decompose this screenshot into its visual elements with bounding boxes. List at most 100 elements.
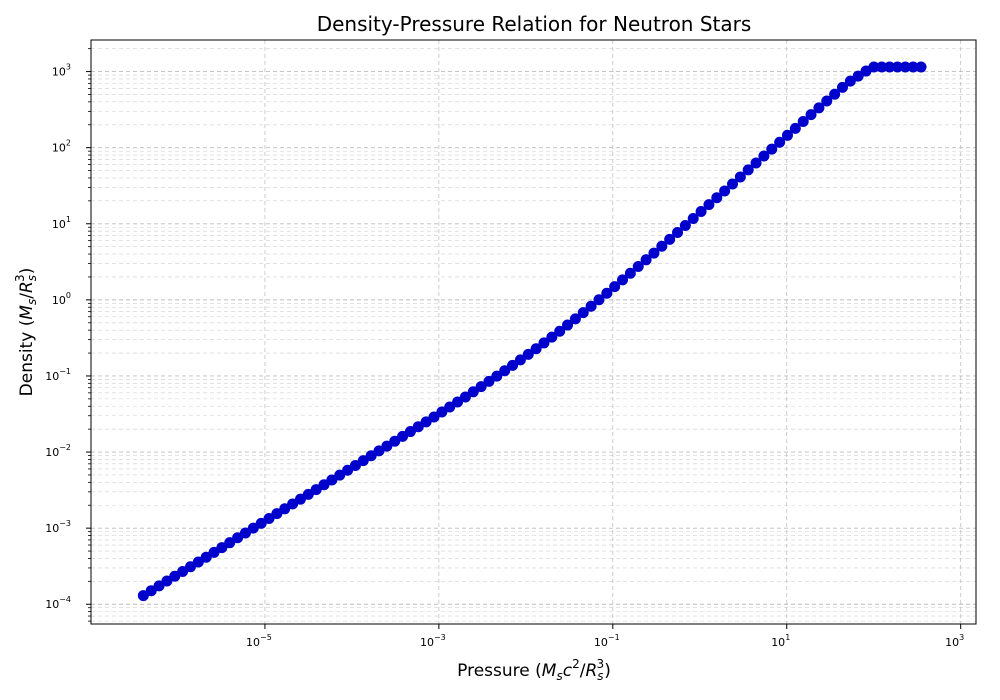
chart-title: Density-Pressure Relation for Neutron St…	[317, 12, 752, 36]
data-point	[412, 421, 424, 433]
data-point	[554, 325, 566, 337]
data-point	[365, 450, 377, 462]
data-point	[569, 313, 581, 325]
data-point	[224, 537, 236, 549]
data-point	[609, 281, 621, 293]
data-point	[797, 116, 809, 128]
data-point	[640, 254, 652, 266]
data-point	[389, 435, 401, 447]
data-point	[703, 199, 715, 211]
data-point	[444, 401, 456, 413]
y-tick-label: 10−2	[45, 443, 71, 459]
data-point	[349, 459, 361, 471]
x-tick-label: 10−3	[420, 633, 446, 649]
x-tick-label: 101	[771, 633, 790, 649]
data-point	[428, 411, 440, 423]
data-point	[507, 359, 519, 371]
data-point	[915, 61, 927, 73]
y-axis-label: Density (Ms/Rs3)	[13, 268, 39, 397]
data-point	[287, 498, 299, 510]
data-point	[679, 219, 691, 231]
data-point	[475, 381, 487, 393]
data-point	[781, 129, 793, 141]
data-point	[852, 70, 864, 82]
data-point	[546, 331, 558, 343]
data-point	[279, 503, 291, 515]
data-point	[750, 157, 762, 169]
data-point	[318, 479, 330, 491]
x-tick-label: 10−5	[246, 633, 272, 649]
data-point	[829, 88, 841, 100]
data-point	[420, 416, 432, 428]
y-tick-label: 101	[52, 215, 71, 231]
data-point	[255, 517, 267, 529]
data-point	[247, 522, 259, 534]
data-point	[381, 440, 393, 452]
data-point	[672, 226, 684, 238]
data-point	[734, 171, 746, 183]
y-tick-label: 100	[52, 291, 71, 307]
data-point	[719, 185, 731, 197]
data-point	[899, 61, 911, 73]
data-point	[326, 474, 338, 486]
data-point	[868, 61, 880, 73]
data-point	[632, 261, 644, 273]
data-point	[648, 247, 660, 259]
data-point	[232, 532, 244, 544]
y-tick-label: 10−3	[45, 519, 71, 535]
data-point	[789, 122, 801, 134]
data-points	[137, 61, 927, 602]
data-point	[216, 542, 228, 554]
data-point	[357, 455, 369, 467]
data-point	[813, 102, 825, 114]
data-point	[766, 143, 778, 155]
data-point	[373, 445, 385, 457]
data-point	[452, 396, 464, 408]
data-point	[530, 343, 542, 355]
data-point	[593, 294, 605, 306]
y-tick-label: 102	[52, 139, 71, 155]
data-point	[294, 493, 306, 505]
data-point	[774, 136, 786, 148]
data-point	[601, 287, 613, 299]
data-point	[624, 267, 636, 279]
data-point	[585, 300, 597, 312]
data-point	[271, 508, 283, 520]
data-point	[263, 513, 275, 524]
data-point	[562, 319, 574, 331]
data-point	[656, 240, 668, 252]
x-tick-label: 103	[945, 633, 964, 649]
data-point	[687, 212, 699, 224]
y-tick-label: 10−1	[45, 367, 71, 383]
data-point	[153, 580, 165, 592]
data-point	[397, 430, 409, 442]
data-point	[334, 469, 346, 481]
x-tick-label: 10−1	[594, 633, 620, 649]
data-point	[907, 61, 919, 73]
data-point	[876, 61, 888, 73]
data-point	[459, 391, 471, 403]
series-line	[142, 65, 922, 597]
data-point	[727, 178, 739, 190]
data-point	[522, 348, 534, 360]
data-point	[891, 61, 903, 73]
data-point	[695, 205, 707, 217]
data-point	[467, 386, 479, 398]
data-point	[208, 546, 220, 558]
data-point	[483, 375, 495, 387]
data-point	[711, 192, 723, 204]
data-point	[758, 150, 770, 162]
y-tick-label: 103	[52, 63, 71, 79]
data-point	[577, 307, 589, 319]
x-axis-label: Pressure (Msc2/Rs3)	[457, 657, 611, 683]
data-point	[342, 464, 354, 476]
data-point	[302, 488, 314, 500]
data-point	[805, 109, 817, 121]
data-point	[844, 75, 856, 87]
data-point	[499, 365, 511, 377]
data-point	[436, 406, 448, 418]
data-point	[538, 337, 550, 349]
data-point	[664, 233, 676, 245]
data-point	[145, 585, 157, 597]
